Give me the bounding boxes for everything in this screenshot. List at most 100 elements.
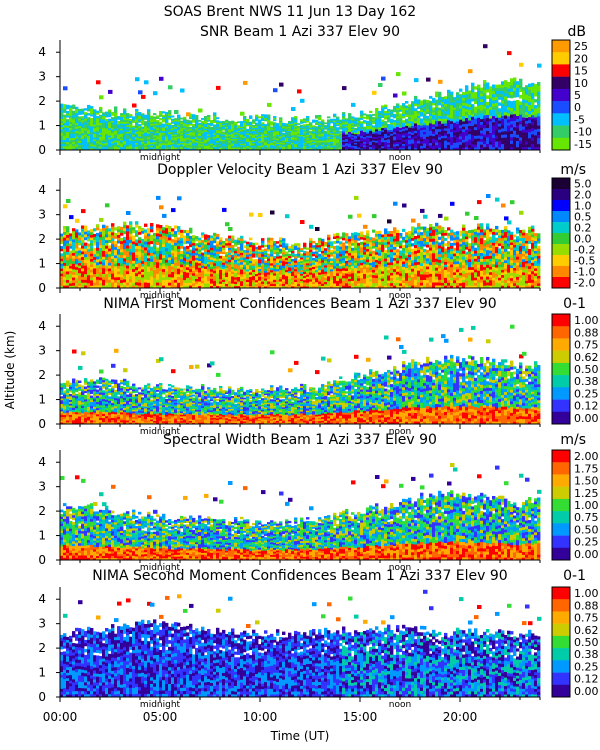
heatmap-cell	[168, 133, 172, 136]
heatmap-cell	[108, 144, 112, 147]
heatmap-cell	[129, 263, 133, 268]
heatmap-cell	[492, 143, 496, 148]
heatmap-cell	[96, 261, 100, 266]
heatmap-cell	[531, 82, 535, 87]
heatmap-cell	[135, 140, 139, 143]
heatmap-cell	[168, 131, 172, 135]
heatmap-cell	[177, 121, 181, 124]
heatmap-cell	[438, 144, 442, 148]
heatmap-cell	[240, 134, 244, 136]
heatmap-cell	[231, 123, 235, 126]
heatmap-cell	[447, 128, 451, 132]
heatmap-cell	[96, 135, 100, 138]
heatmap-cell	[99, 266, 103, 270]
heatmap-cell	[399, 127, 403, 131]
heatmap-cell	[129, 125, 133, 128]
heatmap-cell	[471, 98, 475, 102]
heatmap-cell	[123, 266, 127, 271]
heatmap-cell	[153, 133, 157, 136]
heatmap-cell	[417, 124, 421, 128]
heatmap-cell	[144, 117, 148, 120]
heatmap-cell	[381, 76, 386, 81]
heatmap-cell	[105, 265, 109, 269]
heatmap-cell	[291, 117, 295, 120]
heatmap-cell	[105, 135, 109, 138]
heatmap-cell	[126, 119, 130, 122]
heatmap-cell	[459, 124, 463, 129]
heatmap-cell	[174, 262, 178, 266]
heatmap-cell	[417, 106, 421, 109]
heatmap-cell	[267, 283, 271, 287]
heatmap-cell	[141, 230, 145, 234]
heatmap-cell	[477, 120, 481, 124]
heatmap-cell	[465, 129, 469, 133]
heatmap-cell	[192, 245, 196, 249]
heatmap-cell	[213, 270, 217, 274]
heatmap-cell	[219, 258, 223, 261]
heatmap-cell	[342, 146, 346, 149]
heatmap-cell	[120, 123, 124, 126]
heatmap-cell	[165, 141, 169, 144]
heatmap-cell	[495, 96, 499, 100]
heatmap-cell	[222, 275, 226, 278]
heatmap-cell	[249, 249, 253, 252]
heatmap-cell	[189, 274, 193, 278]
heatmap-cell	[459, 127, 463, 131]
heatmap-cell	[183, 274, 187, 278]
heatmap-cell	[516, 128, 520, 132]
heatmap-cell	[522, 132, 526, 136]
heatmap-cell	[117, 122, 121, 125]
heatmap-cell	[141, 94, 146, 99]
heatmap-cell	[204, 126, 208, 129]
heatmap-cell	[528, 104, 532, 109]
colorbar-label: 0	[574, 101, 581, 114]
heatmap-cell	[516, 134, 520, 138]
heatmap-cell	[231, 145, 235, 148]
heatmap-cell	[216, 135, 220, 138]
heatmap-cell	[426, 115, 430, 119]
heatmap-cell	[207, 118, 211, 121]
heatmap-cell	[276, 141, 280, 143]
heatmap-cell	[105, 203, 110, 208]
heatmap-cell	[183, 119, 187, 122]
heatmap-cell	[153, 264, 157, 268]
heatmap-cell	[462, 113, 466, 117]
heatmap-cell	[297, 123, 301, 125]
heatmap-cell	[135, 242, 139, 246]
heatmap-cell	[240, 271, 244, 275]
heatmap-cell	[126, 136, 130, 139]
heatmap-cell	[507, 51, 512, 56]
heatmap-cell	[114, 252, 118, 256]
heatmap-cell	[531, 127, 535, 132]
heatmap-cell	[453, 124, 457, 128]
heatmap-cell	[525, 138, 529, 142]
heatmap-cell	[267, 125, 271, 128]
heatmap-cell	[249, 244, 253, 248]
heatmap-cell	[261, 148, 265, 151]
heatmap-cell	[177, 237, 181, 241]
heatmap-cell	[441, 101, 445, 105]
heatmap-cell	[216, 134, 220, 137]
heatmap-cell	[111, 134, 115, 137]
heatmap-cell	[531, 98, 535, 103]
heatmap-cell	[81, 112, 85, 115]
heatmap-cell	[171, 271, 175, 275]
heatmap-cell	[75, 229, 79, 233]
heatmap-cell	[174, 233, 178, 238]
heatmap-cell	[186, 134, 190, 137]
heatmap-cell	[261, 128, 265, 131]
heatmap-cell	[102, 239, 106, 243]
heatmap-cell	[210, 139, 214, 141]
heatmap-cell	[84, 130, 88, 133]
heatmap-cell	[423, 113, 427, 116]
heatmap-cell	[165, 282, 169, 286]
heatmap-cell	[126, 121, 130, 124]
heatmap-cell	[141, 247, 145, 251]
heatmap-cell	[267, 138, 271, 141]
heatmap-cell	[147, 260, 151, 264]
heatmap-cell	[255, 124, 259, 127]
heatmap-cell	[132, 116, 136, 119]
heatmap-cell	[156, 273, 160, 277]
heatmap-cell	[201, 128, 205, 131]
heatmap-cell	[132, 252, 136, 256]
